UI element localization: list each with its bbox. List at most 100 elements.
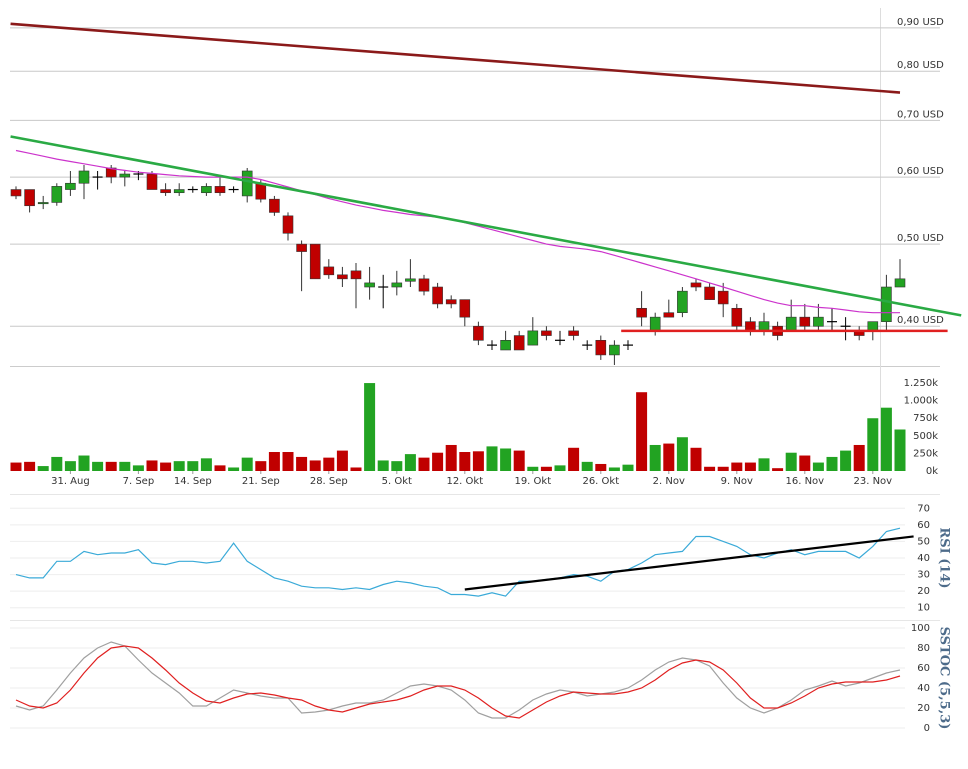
- volume-bar: [268, 452, 280, 471]
- x-tick-label: 31. Aug: [51, 476, 90, 487]
- volume-bar: [840, 450, 852, 471]
- volume-bar: [404, 454, 416, 471]
- candle-body: [51, 186, 63, 203]
- volume-bar: [391, 461, 403, 471]
- volume-bar: [568, 447, 580, 471]
- volume-bar: [880, 407, 892, 471]
- candle-body: [690, 282, 702, 288]
- candle-body: [595, 339, 607, 356]
- candle-body: [119, 173, 131, 178]
- trend-line: [10, 22, 901, 94]
- volume-bar: [608, 467, 620, 471]
- volume-bar: [717, 466, 729, 471]
- candle-body: [323, 266, 335, 276]
- y-tick-label: 10: [917, 603, 930, 614]
- x-tick-label: 23. Nov: [853, 476, 892, 487]
- volume-bar: [350, 467, 362, 471]
- volume-bar: [64, 461, 76, 471]
- candle-body: [541, 330, 552, 336]
- candle-body: [527, 330, 539, 346]
- y-tick-label: 40: [917, 683, 930, 694]
- volume-bar: [772, 468, 784, 471]
- volume-bar: [513, 450, 525, 471]
- volume-bar: [744, 462, 756, 471]
- volume-bar: [527, 466, 539, 471]
- volume-bar: [24, 461, 36, 471]
- volume-bar: [704, 466, 716, 471]
- volume-bar: [812, 462, 824, 471]
- y-tick-label: 60: [917, 663, 930, 674]
- y-tick-label: 40: [917, 553, 930, 564]
- volume-bar: [853, 444, 865, 471]
- y-tick-label: 20: [917, 703, 930, 714]
- candle-body: [785, 316, 797, 332]
- candle-body: [241, 170, 253, 197]
- candle-body: [609, 344, 620, 356]
- indicator-line: [15, 645, 901, 719]
- y-tick-label: 0k: [926, 466, 938, 477]
- volume-bar: [785, 452, 797, 471]
- candle-body: [636, 307, 647, 318]
- candle-body: [269, 198, 280, 213]
- candle-body: [500, 339, 511, 351]
- volume-bar: [867, 418, 879, 471]
- candle-body: [867, 321, 879, 332]
- y-tick-label: 0,70 USD: [897, 109, 944, 120]
- candle-body: [745, 321, 756, 332]
- candle-body: [201, 186, 212, 194]
- candle-body: [799, 316, 811, 327]
- volume-bar: [214, 465, 226, 471]
- candle-body: [649, 316, 661, 332]
- candle-body: [337, 274, 348, 280]
- volume-bar: [241, 457, 253, 471]
- x-tick-label: 21. Sep: [242, 476, 280, 487]
- y-axis-title: SSTOC (5,5,3): [937, 627, 952, 730]
- volume-bar: [187, 461, 199, 471]
- volume-bar: [364, 383, 376, 471]
- volume-bar: [663, 443, 675, 471]
- candle-body: [704, 286, 715, 300]
- y-tick-label: 50: [917, 536, 930, 547]
- volume-bar: [323, 457, 335, 471]
- trend-line: [10, 135, 962, 317]
- candle-body: [146, 173, 158, 190]
- candle-body: [296, 243, 307, 252]
- volume-bar: [540, 466, 552, 471]
- y-tick-label: 0,40 USD: [897, 315, 944, 326]
- volume-bar: [173, 461, 185, 471]
- y-tick-label: 1.250k: [904, 378, 939, 389]
- indicator-line: [15, 641, 901, 719]
- y-tick-label: 0,90 USD: [897, 17, 944, 28]
- candle-body: [513, 335, 525, 351]
- volume-bar: [799, 455, 811, 471]
- candle-body: [364, 282, 375, 288]
- y-tick-label: 750k: [913, 413, 938, 424]
- volume-bar: [690, 447, 702, 471]
- trend-line: [464, 535, 914, 591]
- x-tick-label: 14. Sep: [174, 476, 212, 487]
- volume-bar: [255, 461, 267, 471]
- candle-body: [105, 167, 117, 178]
- candle-body: [78, 170, 90, 184]
- candle-body: [37, 202, 49, 205]
- candle-body: [717, 290, 729, 305]
- volume-bar: [160, 462, 172, 471]
- volume-bar: [418, 457, 430, 471]
- candle-body: [677, 290, 688, 313]
- volume-bar: [622, 464, 634, 471]
- y-tick-label: 60: [917, 520, 930, 531]
- candle-body: [663, 312, 675, 318]
- volume-bar: [10, 462, 22, 471]
- candle-body: [405, 278, 416, 282]
- candle-body: [459, 299, 471, 318]
- volume-bar: [228, 467, 240, 471]
- candle-body: [418, 278, 430, 292]
- x-tick-label: 7. Sep: [123, 476, 155, 487]
- x-tick-label: 16. Nov: [785, 476, 824, 487]
- y-axis-title: RSI (14): [937, 527, 952, 588]
- volume-bar: [459, 452, 471, 471]
- candle-body: [282, 215, 294, 234]
